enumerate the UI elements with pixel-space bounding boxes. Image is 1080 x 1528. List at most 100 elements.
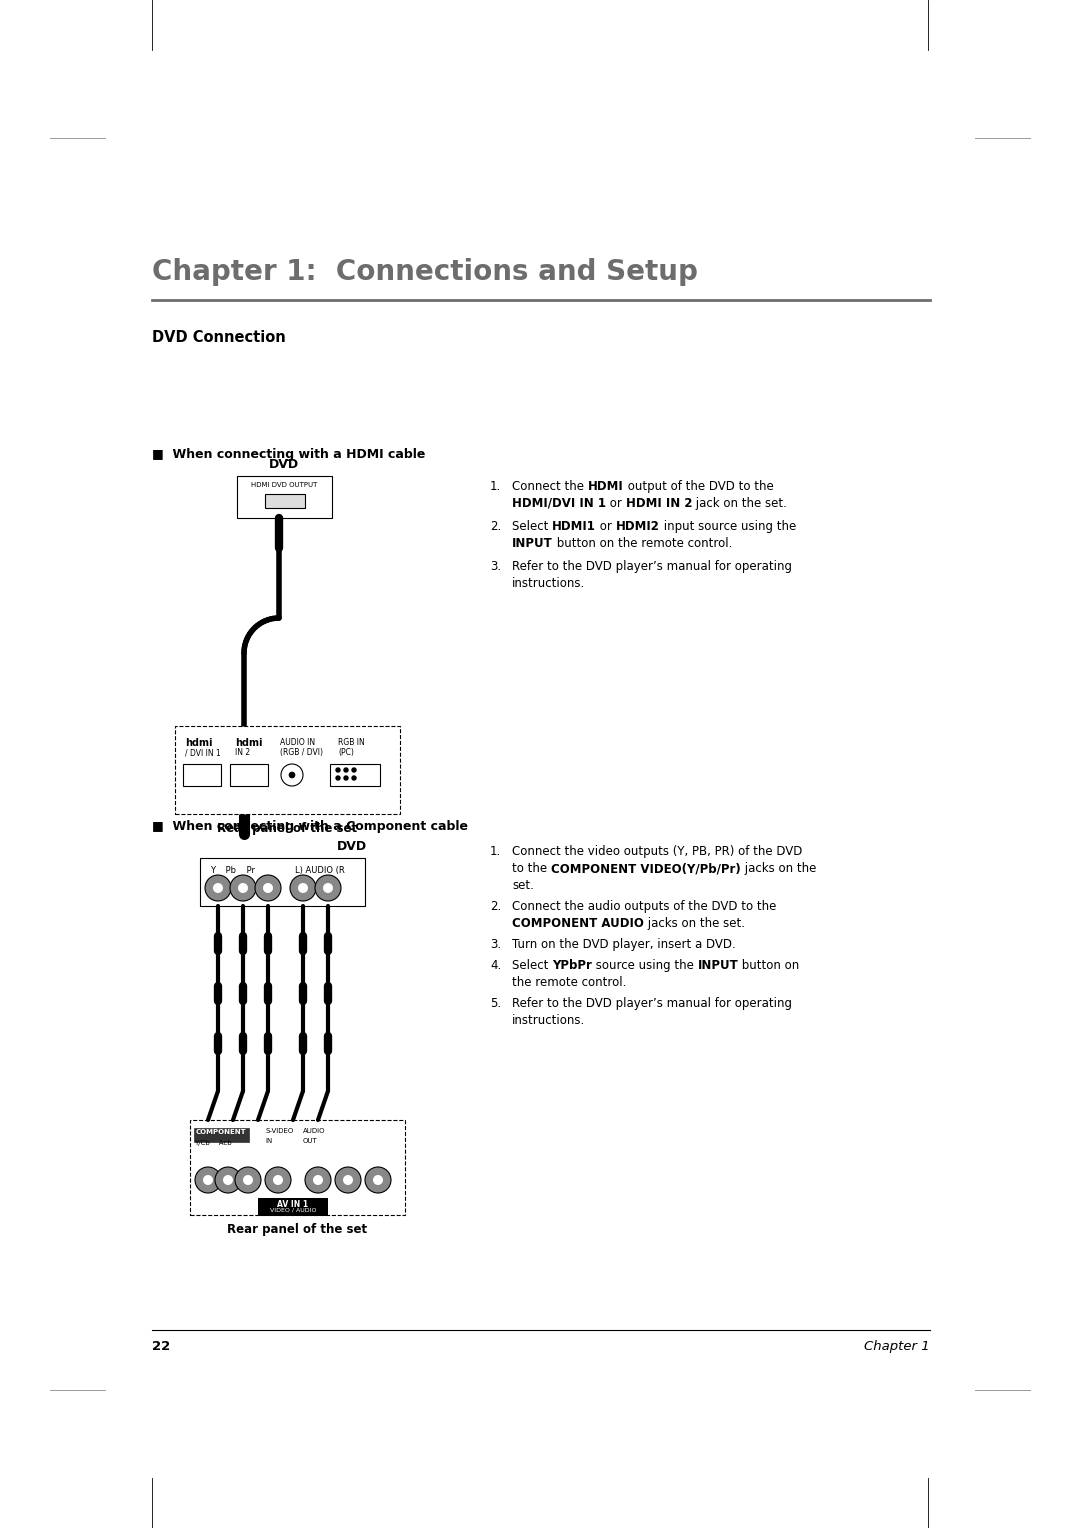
Text: 1.: 1.: [490, 845, 501, 859]
Text: Connect the: Connect the: [512, 480, 588, 494]
Ellipse shape: [205, 876, 231, 902]
Text: Turn on the DVD player, insert a DVD.: Turn on the DVD player, insert a DVD.: [512, 938, 735, 950]
FancyBboxPatch shape: [200, 859, 365, 906]
Text: YPbPr: YPbPr: [552, 960, 592, 972]
Text: VIDEO / AUDIO: VIDEO / AUDIO: [270, 1209, 316, 1213]
Text: Select: Select: [512, 520, 552, 533]
Text: 3.: 3.: [490, 559, 501, 573]
Text: source using the: source using the: [592, 960, 698, 972]
FancyBboxPatch shape: [330, 764, 380, 785]
Ellipse shape: [373, 1175, 383, 1186]
Text: INPUT: INPUT: [512, 536, 553, 550]
Text: jacks on the set.: jacks on the set.: [644, 917, 745, 931]
Ellipse shape: [255, 876, 281, 902]
FancyBboxPatch shape: [237, 477, 332, 518]
Text: Y    Pb    Pr: Y Pb Pr: [210, 866, 255, 876]
Ellipse shape: [273, 1175, 283, 1186]
Text: Rear panel of the set: Rear panel of the set: [227, 1222, 367, 1236]
Text: or: or: [596, 520, 616, 533]
Text: ■  When connecting with a HDMI cable: ■ When connecting with a HDMI cable: [152, 448, 426, 461]
Text: / DVI IN 1: / DVI IN 1: [185, 749, 220, 756]
Text: COMPONENT AUDIO: COMPONENT AUDIO: [512, 917, 644, 931]
Ellipse shape: [345, 776, 348, 779]
Text: DVD: DVD: [337, 840, 367, 853]
Text: 22: 22: [152, 1340, 171, 1352]
FancyBboxPatch shape: [190, 1120, 405, 1215]
Text: Chapter 1:  Connections and Setup: Chapter 1: Connections and Setup: [152, 258, 698, 286]
Text: 1.: 1.: [490, 480, 501, 494]
Text: S-VIDEO: S-VIDEO: [265, 1128, 294, 1134]
Ellipse shape: [265, 1167, 291, 1193]
Text: AV IN 1: AV IN 1: [278, 1199, 309, 1209]
Text: button on the remote control.: button on the remote control.: [553, 536, 732, 550]
Text: 4.: 4.: [490, 960, 501, 972]
Ellipse shape: [352, 769, 356, 772]
FancyBboxPatch shape: [230, 764, 268, 785]
Text: or: or: [606, 497, 625, 510]
Ellipse shape: [215, 1167, 241, 1193]
Text: L) AUDIO (R: L) AUDIO (R: [295, 866, 345, 876]
Ellipse shape: [230, 876, 256, 902]
Text: input source using the: input source using the: [660, 520, 796, 533]
Text: 3.: 3.: [490, 938, 501, 950]
Text: COMPONENT: COMPONENT: [195, 1129, 246, 1135]
Text: the remote control.: the remote control.: [512, 976, 626, 989]
Text: RGB IN: RGB IN: [338, 738, 365, 747]
Text: Y/Cb    Acb: Y/Cb Acb: [194, 1140, 231, 1146]
Text: Select: Select: [512, 960, 552, 972]
Ellipse shape: [336, 776, 340, 779]
FancyBboxPatch shape: [194, 1128, 249, 1141]
Ellipse shape: [291, 876, 316, 902]
Text: hdmi: hdmi: [235, 738, 262, 749]
Text: Rear panel of the set: Rear panel of the set: [217, 822, 357, 834]
Ellipse shape: [345, 769, 348, 772]
Ellipse shape: [315, 876, 341, 902]
Text: ■  When connecting with a Component cable: ■ When connecting with a Component cable: [152, 821, 468, 833]
Text: Refer to the DVD player’s manual for operating: Refer to the DVD player’s manual for ope…: [512, 996, 792, 1010]
Text: 2.: 2.: [490, 520, 501, 533]
Ellipse shape: [195, 1167, 221, 1193]
Text: hdmi: hdmi: [185, 738, 213, 749]
Ellipse shape: [313, 1175, 323, 1186]
Ellipse shape: [281, 764, 303, 785]
FancyBboxPatch shape: [265, 494, 305, 507]
Text: COMPONENT VIDEO(Y/Pb/Pr): COMPONENT VIDEO(Y/Pb/Pr): [551, 862, 741, 876]
Text: (RGB / DVI): (RGB / DVI): [280, 749, 323, 756]
Text: 5.: 5.: [490, 996, 501, 1010]
FancyBboxPatch shape: [183, 764, 221, 785]
Ellipse shape: [243, 1175, 253, 1186]
Text: Connect the audio outputs of the DVD to the: Connect the audio outputs of the DVD to …: [512, 900, 777, 914]
Ellipse shape: [235, 1167, 261, 1193]
Text: jacks on the: jacks on the: [741, 862, 816, 876]
Text: IN: IN: [265, 1138, 272, 1144]
Text: Chapter 1: Chapter 1: [864, 1340, 930, 1352]
Ellipse shape: [213, 883, 222, 892]
Text: HDMI IN 2: HDMI IN 2: [625, 497, 692, 510]
Text: instructions.: instructions.: [512, 1015, 585, 1027]
Text: HDMI: HDMI: [588, 480, 623, 494]
Text: 2.: 2.: [490, 900, 501, 914]
Ellipse shape: [203, 1175, 213, 1186]
Text: AUDIO IN: AUDIO IN: [280, 738, 315, 747]
Text: instructions.: instructions.: [512, 578, 585, 590]
Ellipse shape: [222, 1175, 233, 1186]
Ellipse shape: [238, 883, 248, 892]
Text: output of the DVD to the: output of the DVD to the: [623, 480, 773, 494]
Text: HDMI2: HDMI2: [616, 520, 660, 533]
Text: Refer to the DVD player’s manual for operating: Refer to the DVD player’s manual for ope…: [512, 559, 792, 573]
Text: DVD: DVD: [269, 458, 299, 471]
Ellipse shape: [352, 776, 356, 779]
Text: to the: to the: [512, 862, 551, 876]
Ellipse shape: [336, 769, 340, 772]
Text: Connect the video outputs (Y, PB, PR) of the DVD: Connect the video outputs (Y, PB, PR) of…: [512, 845, 802, 859]
Text: INPUT: INPUT: [698, 960, 739, 972]
Text: HDMI/DVI IN 1: HDMI/DVI IN 1: [512, 497, 606, 510]
Text: OUT: OUT: [303, 1138, 318, 1144]
Text: button on: button on: [739, 960, 799, 972]
Ellipse shape: [298, 883, 308, 892]
Ellipse shape: [323, 883, 333, 892]
Text: IN 2: IN 2: [235, 749, 251, 756]
FancyBboxPatch shape: [258, 1198, 328, 1216]
Ellipse shape: [365, 1167, 391, 1193]
FancyBboxPatch shape: [175, 726, 400, 814]
